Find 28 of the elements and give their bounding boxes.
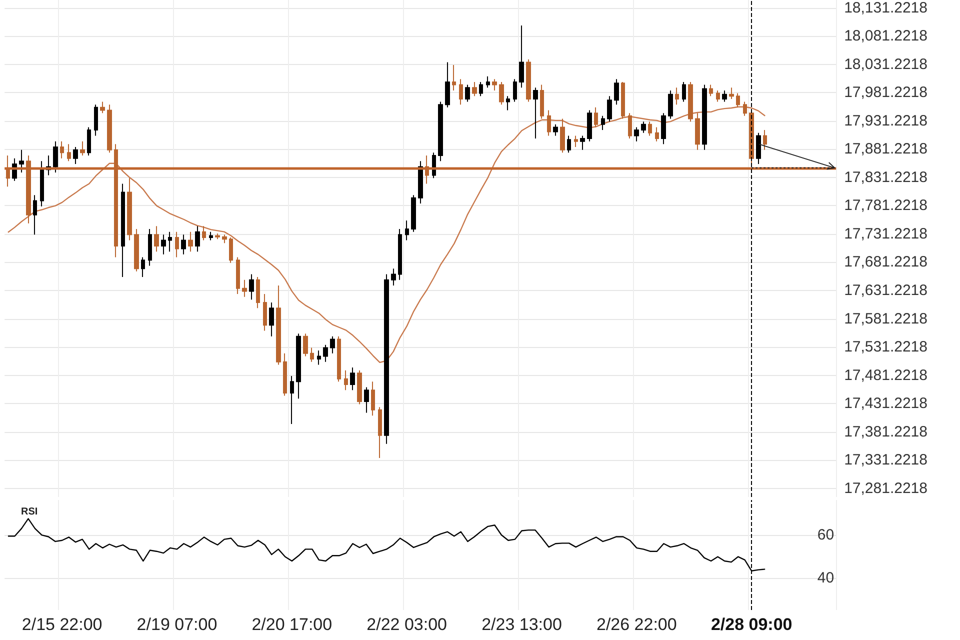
y-tick-label: 17,931.2218 [844,112,928,130]
y-tick-label: 60 [817,526,834,544]
y-tick-label: 17,581.2218 [844,310,928,328]
y-tick-label: 18,031.2218 [844,56,928,73]
y-tick-label: 17,281.2218 [844,480,928,497]
x-tick-label: 2/22 03:00 [366,615,447,634]
y-tick-label: 17,531.2218 [844,338,928,356]
y-tick-label: 17,631.2218 [844,282,928,299]
x-tick-label: 2/23 13:00 [482,615,562,634]
y-tick-label: 17,431.2218 [844,395,928,412]
x-tick-label: 2/19 07:00 [136,615,218,634]
y-tick-label: 17,831.2218 [844,168,928,186]
y-tick-label: 17,481.2218 [844,366,928,384]
y-tick-label: 17,781.2218 [844,197,928,214]
y-tick-label: 40 [817,569,834,586]
y-tick-label: 17,331.2218 [844,452,928,469]
x-tick-label: 2/20 17:00 [252,615,332,634]
x-tick-label: 2/15 22:00 [22,615,102,634]
y-tick-label: 18,081.2218 [844,28,928,45]
y-tick-label: 17,381.2218 [844,423,928,440]
x-tick-label: 2/28 09:00 [710,615,792,634]
text: RSI [21,506,38,518]
y-tick-label: 17,981.2218 [844,84,928,102]
x-tick-label: 2/26 22:00 [596,615,677,634]
y-tick-label: 17,681.2218 [844,254,928,271]
y-tick-label: 17,731.2218 [844,225,928,242]
y-tick-label: 18,131.2218 [844,0,928,16]
y-tick-label: 17,881.2218 [844,140,928,158]
